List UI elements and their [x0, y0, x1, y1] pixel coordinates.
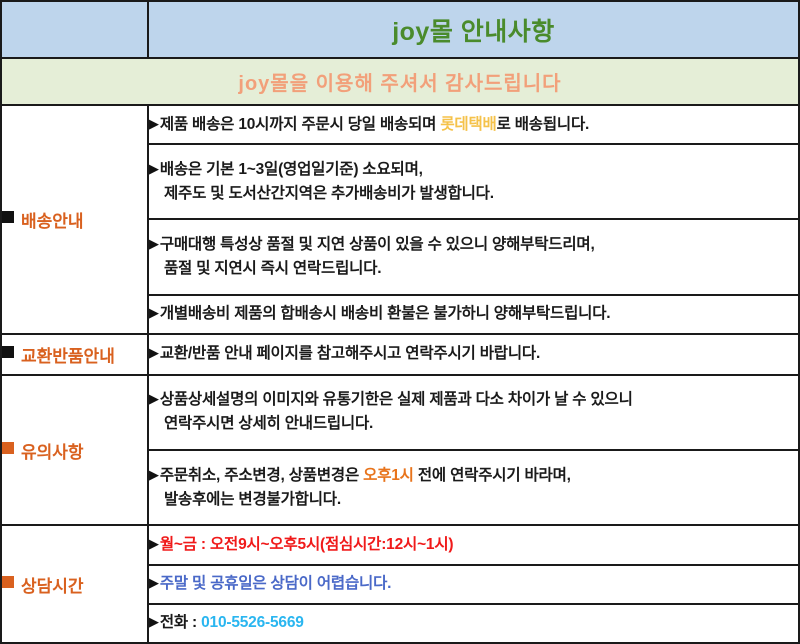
triangle-bullet-icon: ▶ [149, 345, 159, 361]
notice-text-cell: ▶월~금 : 오전9시~오후5시(점심시간:12시~1시) [147, 524, 800, 566]
subtitle-row: joy몰을 이용해 주셔서 감사드립니다 [0, 57, 800, 106]
notice-text-segment: 월~금 : 오전9시~오후5시(점심시간:12시~1시) [159, 535, 454, 553]
notice-text-segment: 주말 및 공휴일은 상담이 어렵습니다. [159, 575, 392, 593]
square-bullet-icon [2, 211, 14, 224]
notice-line: ▶전화 : 010-5526-5669 [149, 614, 304, 631]
header-row: joy몰 안내사항 [0, 0, 800, 60]
triangle-bullet-icon: ▶ [149, 614, 159, 630]
section-label-text: 유의사항 [21, 442, 84, 462]
notice-line: ▶주문취소, 주소변경, 상품변경은 오후1시 전에 연락주시기 바라며, [149, 467, 571, 484]
notice-row: ▶구매대행 특성상 품절 및 지연 상품이 있을 수 있으니 양해부탁드리며, 품… [1, 218, 800, 296]
notice-text-segment: 구매대행 특성상 품절 및 지연 상품이 있을 수 있으니 양해부탁드리며, [159, 236, 595, 254]
notice-text-segment: 교환/반품 안내 페이지를 참고해주시고 연락주시기 바랍니다. [159, 345, 541, 363]
notice-text-cell: ▶주말 및 공휴일은 상담이 어렵습니다. [147, 563, 800, 605]
notice-row: 교환반품안내 ▶교환/반품 안내 페이지를 참고해주시고 연락주시기 바랍니다. [0, 333, 800, 376]
notice-row: ▶주말 및 공휴일은 상담이 어렵습니다. [1, 563, 800, 605]
notice-row: ▶배송은 기본 1~3일(영업일기준) 소요되며, 제주도 및 도서산간지역은 추… [1, 143, 800, 221]
page-subtitle: joy몰을 이용해 주셔서 감사드립니다 [0, 57, 800, 106]
page-title: joy몰 안내사항 [147, 0, 800, 60]
notice-text-segment: 로 배송됩니다. [496, 115, 590, 133]
triangle-bullet-icon: ▶ [149, 160, 159, 176]
notice-text-segment: 연락주시면 상세히 안내드립니다. [164, 415, 374, 433]
notice-text-segment: 전화 : [159, 614, 202, 632]
notice-line: ▶교환/반품 안내 페이지를 참고해주시고 연락주시기 바랍니다. [149, 345, 540, 362]
notice-line: ▶배송은 기본 1~3일(영업일기준) 소요되며, [149, 161, 423, 178]
triangle-bullet-icon: ▶ [149, 391, 159, 407]
notice-line: ▶상품상세설명의 이미지와 유통기한은 실제 제품과 다소 차이가 날 수 있으… [149, 391, 633, 408]
notice-row: ▶전화 : 010-5526-5669 [1, 602, 800, 644]
notice-text-segment: 010-5526-5669 [201, 614, 304, 632]
notice-text-cell: ▶배송은 기본 1~3일(영업일기준) 소요되며, 제주도 및 도서산간지역은 추… [147, 143, 800, 221]
section-label-2: 유의사항 [0, 373, 149, 527]
notice-line: 발송후에는 변경불가합니다. [149, 488, 798, 512]
notice-text-cell: ▶전화 : 010-5526-5669 [147, 602, 800, 644]
notice-line: 제주도 및 도서산간지역은 추가배송비가 발생합니다. [149, 182, 798, 206]
notice-line: ▶개별배송비 제품의 합배송시 배송비 환불은 불가하니 양해부탁드립니다. [149, 305, 611, 323]
notice-text-cell: ▶상품상세설명의 이미지와 유통기한은 실제 제품과 다소 차이가 날 수 있으… [147, 373, 800, 452]
notice-text-segment: 제주도 및 도서산간지역은 추가배송비가 발생합니다. [164, 184, 494, 202]
section-label-text: 교환반품안내 [21, 346, 115, 366]
notice-line: 연락주시면 상세히 안내드립니다. [149, 412, 798, 436]
sections-body: 배송안내 ▶제품 배송은 10시까지 주문시 당일 배송되며 롯데택배로 배송됩니… [0, 103, 800, 644]
notice-line: 품절 및 지연시 즉시 연락드립니다. [149, 257, 798, 281]
notice-text-cell: ▶교환/반품 안내 페이지를 참고해주시고 연락주시기 바랍니다. [147, 333, 800, 376]
notice-line: ▶제품 배송은 10시까지 주문시 당일 배송되며 롯데택배로 배송됩니다. [149, 116, 589, 133]
notice-text-cell: ▶구매대행 특성상 품절 및 지연 상품이 있을 수 있으니 양해부탁드리며, 품… [147, 218, 800, 296]
section-label-text: 상담시간 [21, 576, 84, 596]
notice-text-segment: 발송후에는 변경불가합니다. [164, 490, 341, 508]
notice-line: ▶구매대행 특성상 품절 및 지연 상품이 있을 수 있으니 양해부탁드리며, [149, 236, 595, 253]
notice-row: ▶주문취소, 주소변경, 상품변경은 오후1시 전에 연락주시기 바라며, 발송후… [1, 449, 800, 527]
notice-text-segment: 개별배송비 제품의 합배송시 배송비 환불은 불가하니 양해부탁드립니다. [159, 305, 611, 323]
square-bullet-icon [2, 442, 14, 455]
triangle-bullet-icon: ▶ [149, 236, 159, 252]
notice-text-cell: ▶개별배송비 제품의 합배송시 배송비 환불은 불가하니 양해부탁드립니다. [147, 293, 800, 336]
notice-row: ▶개별배송비 제품의 합배송시 배송비 환불은 불가하니 양해부탁드립니다. [1, 293, 800, 336]
notice-text-segment: 품절 및 지연시 즉시 연락드립니다. [164, 260, 382, 278]
notice-row: 유의사항 ▶상품상세설명의 이미지와 유통기한은 실제 제품과 다소 차이가 날 … [0, 373, 800, 527]
notice-text-segment: 롯데택배 [440, 115, 497, 133]
square-bullet-icon [2, 346, 14, 359]
triangle-bullet-icon: ▶ [149, 535, 159, 551]
notice-line: ▶주말 및 공휴일은 상담이 어렵습니다. [149, 575, 391, 592]
section-label-1: 교환반품안내 [0, 333, 149, 376]
section-label-3: 상담시간 [0, 524, 149, 644]
notice-text-segment: 전에 연락주시기 바라며, [413, 466, 571, 484]
notice-text-segment: 오후1시 [363, 466, 414, 484]
triangle-bullet-icon: ▶ [149, 575, 159, 591]
notice-text-cell: ▶주문취소, 주소변경, 상품변경은 오후1시 전에 연락주시기 바라며, 발송후… [147, 449, 800, 527]
header-blank-cell [0, 0, 149, 60]
section-label-0: 배송안내 [0, 103, 149, 336]
notice-line: ▶월~금 : 오전9시~오후5시(점심시간:12시~1시) [149, 535, 454, 553]
notice-text-segment: 주문취소, 주소변경, 상품변경은 [159, 466, 364, 484]
notice-text-cell: ▶제품 배송은 10시까지 주문시 당일 배송되며 롯데택배로 배송됩니다. [147, 103, 800, 146]
notice-text-segment: 배송은 기본 1~3일(영업일기준) 소요되며, [159, 160, 423, 178]
section-label-text: 배송안내 [21, 211, 84, 231]
notice-row: 배송안내 ▶제품 배송은 10시까지 주문시 당일 배송되며 롯데택배로 배송됩니… [0, 103, 800, 336]
square-bullet-icon [2, 576, 14, 589]
notice-row: 상담시간 ▶월~금 : 오전9시~오후5시(점심시간:12시~1시) [0, 524, 800, 644]
triangle-bullet-icon: ▶ [149, 115, 159, 131]
notice-text-segment: 제품 배송은 10시까지 주문시 당일 배송되며 [159, 115, 441, 133]
triangle-bullet-icon: ▶ [149, 305, 159, 321]
notice-table-body: joy몰 안내사항 joy몰을 이용해 주셔서 감사드립니다 [0, 0, 800, 106]
triangle-bullet-icon: ▶ [149, 466, 159, 482]
notice-text-segment: 상품상세설명의 이미지와 유통기한은 실제 제품과 다소 차이가 날 수 있으니 [159, 391, 633, 409]
